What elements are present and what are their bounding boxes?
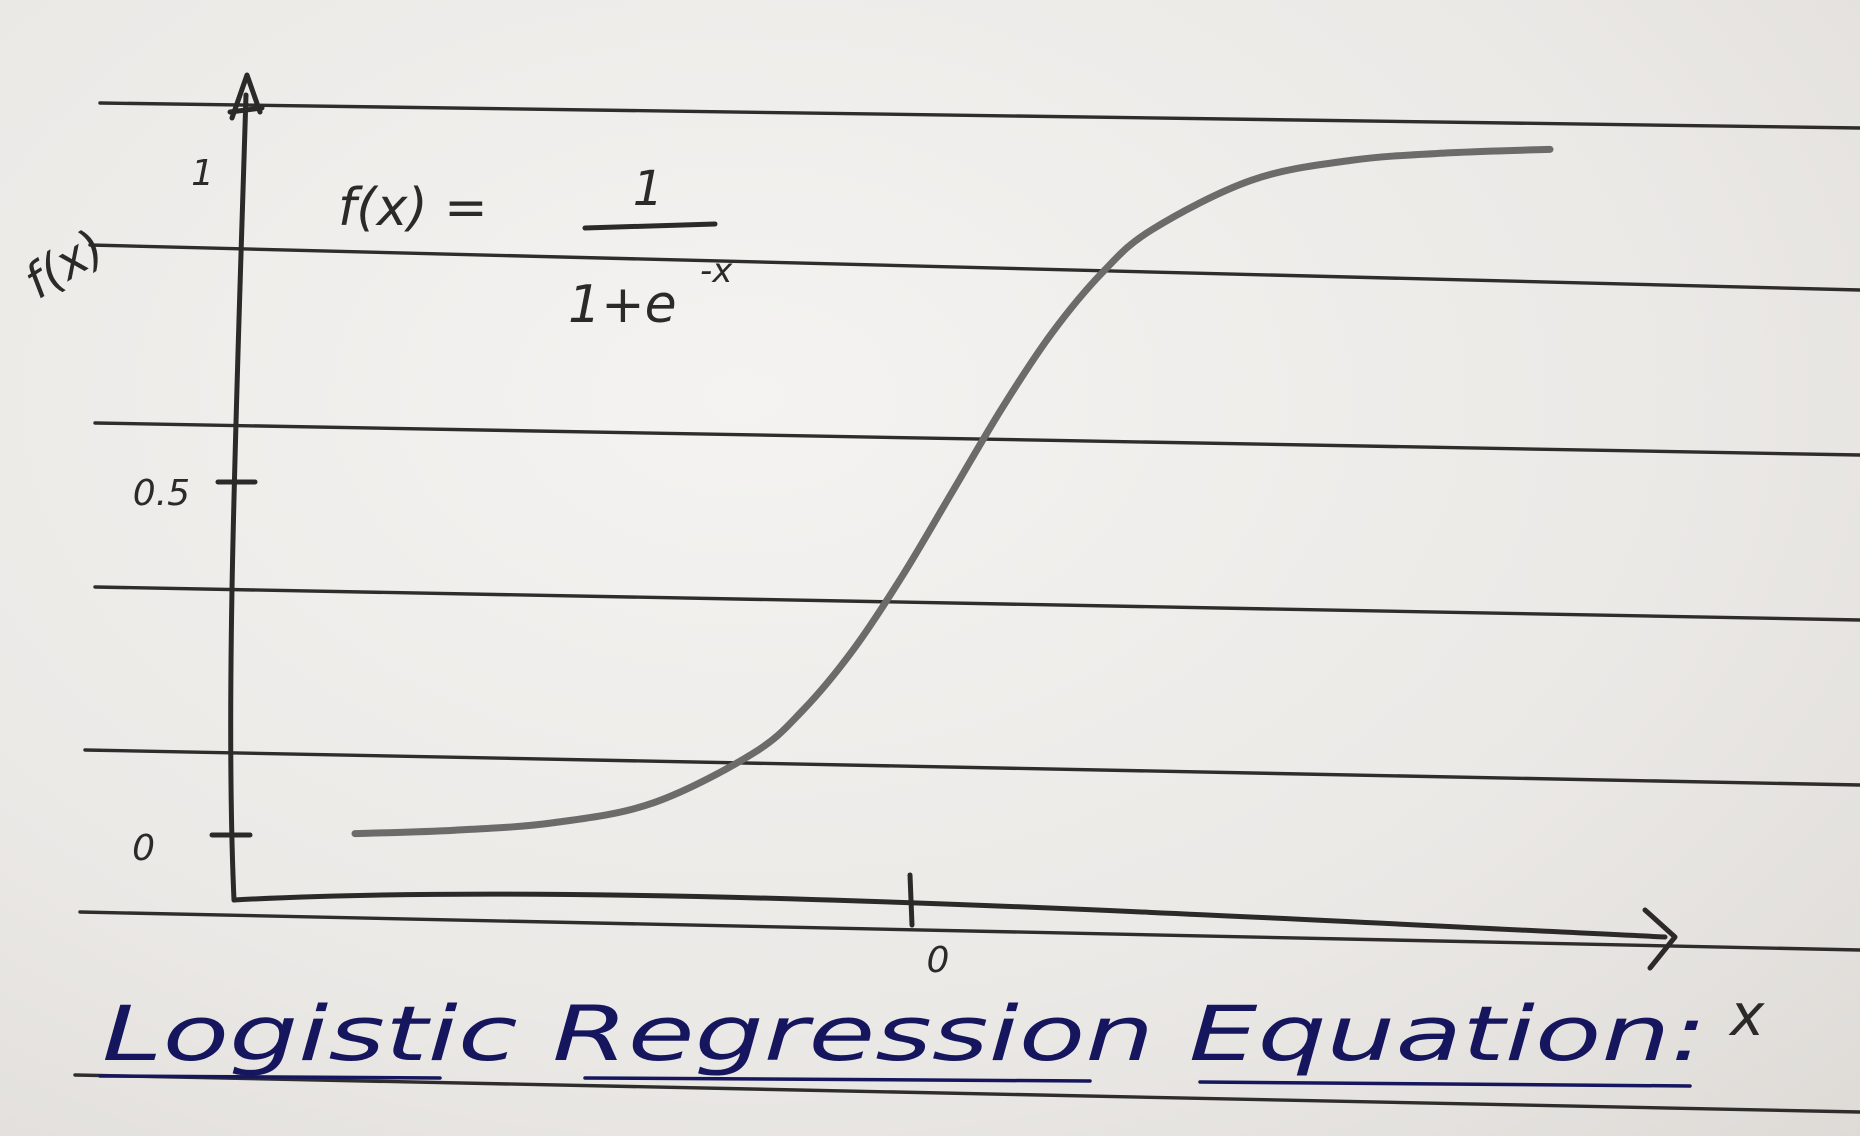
ruled-line: [93, 421, 1860, 457]
ruled-line: [88, 243, 1860, 292]
chart-title: Logistic Regression Equation:: [102, 989, 1707, 1078]
ruled-line: [78, 910, 1860, 952]
x-axis-arrowhead: [1642, 907, 1678, 971]
series-line-0: [351, 145, 1554, 838]
equation-numerator: 1: [633, 161, 664, 217]
y-tick-label: 0: [132, 828, 155, 869]
series-layer: [351, 145, 1554, 838]
x-axis-label: x: [1728, 981, 1765, 1049]
y-tick: [227, 105, 265, 115]
title-underline: [98, 1074, 442, 1080]
equation: f(x) = 1 1+e -x: [338, 161, 733, 335]
ruled-line: [73, 1073, 1860, 1114]
y-tick-label: 1: [191, 153, 214, 194]
x-tick: [907, 872, 915, 928]
equation-denominator: 1+e: [568, 275, 677, 335]
title-underline: [1198, 1080, 1692, 1088]
title-underline: [583, 1076, 1092, 1083]
ruled-line: [93, 585, 1860, 622]
y-tick-label: 0.5: [133, 473, 190, 514]
y-axis-label: f(x): [15, 219, 115, 310]
x-tick-label: 0: [927, 940, 950, 981]
y-axis-arrowhead: [229, 72, 263, 121]
equation-lhs: f(x) =: [338, 178, 488, 238]
ruled-line: [98, 101, 1860, 130]
ruled-line: [83, 748, 1860, 787]
title-group: Logistic Regression Equation:: [98, 989, 1707, 1088]
y-axis: [228, 92, 249, 903]
fraction-bar: [582, 221, 718, 231]
equation-exponent: -x: [700, 251, 733, 291]
ruled-lines: [73, 101, 1860, 1114]
